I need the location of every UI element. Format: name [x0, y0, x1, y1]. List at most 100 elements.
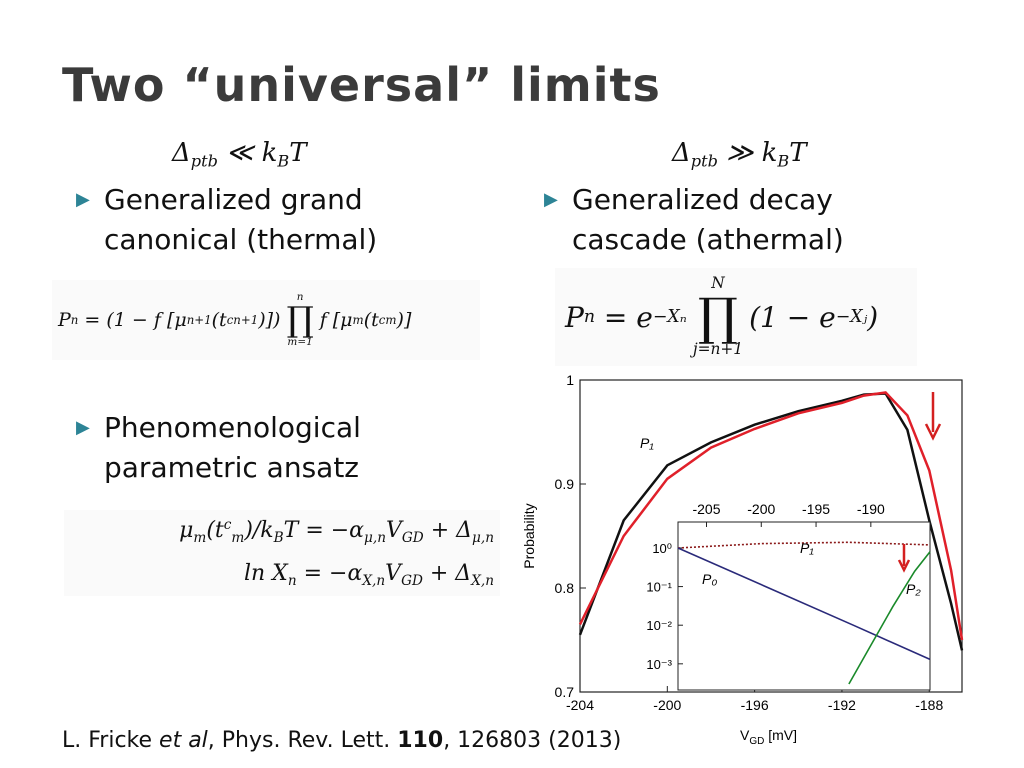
text-run: n — [70, 313, 79, 327]
curve — [578, 392, 964, 651]
text-run: (t — [211, 309, 227, 331]
condition: Δptb ≪ kBT — [172, 138, 307, 171]
text-run: ptb — [690, 151, 718, 171]
text-run: Δ — [672, 138, 691, 168]
text-run: + Δ — [422, 561, 472, 587]
inset-curve — [848, 551, 931, 685]
text-run: )]) — [258, 309, 281, 331]
text-run: μ — [179, 518, 194, 544]
text-run: GD — [401, 572, 423, 589]
text-run: X,n — [362, 572, 386, 589]
text-run: V — [385, 561, 402, 587]
bullet-text: Generalized decay cascade (athermal) — [572, 183, 844, 256]
text-run: (t — [206, 518, 224, 544]
text-run: P — [58, 309, 71, 331]
x-tick-label: -190 — [857, 501, 885, 517]
y-axis-label: Probability — [521, 503, 537, 568]
text-run: ≪ k — [217, 138, 278, 168]
condition: Δptb ≫ kBT — [672, 138, 807, 171]
text-run: V — [740, 727, 750, 743]
text-run: c — [223, 517, 232, 534]
text-run: n+1 — [186, 313, 212, 327]
x-axis-label: VGD [mV] — [740, 727, 797, 747]
text-run: T — [289, 138, 307, 168]
text-run: = −α — [296, 561, 363, 587]
text-run: , Phys. Rev. Lett. — [207, 728, 398, 753]
text-run: GD — [401, 530, 424, 547]
inset-curve — [677, 547, 931, 661]
text-run: T — [789, 138, 807, 168]
text-run: ptb — [190, 151, 218, 171]
bullet-text: Phenomenological parametric ansatz — [104, 411, 361, 484]
equation-block: μm(tcm)/kBT = −αμ,nVGD + Δμ,n ln Xn = −α… — [64, 510, 500, 596]
text-run: m — [231, 530, 245, 547]
text-run: n+1 — [233, 313, 259, 327]
text-run: V — [386, 518, 402, 544]
text-run: B — [277, 151, 290, 171]
arrow — [924, 392, 942, 441]
lower-limit: j=n+1 — [692, 340, 744, 359]
text-run: )/k — [244, 518, 274, 544]
text-run: B — [777, 151, 790, 171]
plot-frame — [579, 379, 963, 693]
x-tick-label: -204 — [566, 697, 594, 713]
text-run: L. Fricke — [62, 728, 160, 753]
text-run: = (1 − f [μ — [78, 309, 187, 331]
bullet-text: Generalized grand canonical (thermal) — [104, 183, 378, 256]
bullet-icon: ▶ — [76, 189, 90, 210]
text-run: GD — [749, 736, 764, 747]
text-run: −Xⱼ — [835, 307, 868, 327]
text-run: 110 — [397, 728, 444, 753]
text-run: (1 − e — [749, 300, 836, 334]
curve — [578, 391, 964, 641]
arrow — [897, 544, 911, 573]
slide-title: Two “universal” limits — [62, 58, 661, 112]
y-tick-label: 0.9 — [555, 476, 575, 492]
text-run: m — [193, 530, 207, 547]
text-run: μ,n — [364, 530, 387, 547]
text-run: f [μ — [319, 309, 353, 331]
text-run: [mV] — [764, 727, 797, 743]
bullet: ▶ Generalized grand canonical (thermal) — [76, 180, 434, 260]
upper-limit: n — [296, 291, 304, 304]
text-run: X,n — [471, 572, 494, 589]
bullet-icon: ▶ — [76, 417, 90, 438]
text-run: Two “universal” limits — [62, 58, 661, 112]
y-tick-label: 0.7 — [555, 684, 575, 700]
text-run: m — [385, 313, 397, 327]
y-tick-label: 10⁻² — [646, 618, 672, 633]
x-tick-label: -196 — [741, 697, 769, 713]
text-run: n — [287, 572, 297, 589]
operator: N ∏ j=n+1 — [692, 274, 744, 359]
bullet: ▶ Generalized decay cascade (athermal) — [544, 180, 902, 260]
text-run: T = −α — [283, 518, 365, 544]
y-tick-label: 1 — [566, 372, 574, 388]
text-run: B — [273, 530, 284, 547]
text-run: −Xₙ — [652, 307, 687, 327]
x-tick-label: -200 — [653, 697, 681, 713]
text-run: ≫ k — [717, 138, 778, 168]
text-run: μ,n — [472, 530, 494, 547]
x-tick-label: -205 — [692, 501, 720, 517]
bullet-icon: ▶ — [544, 189, 558, 210]
text-run: ) — [867, 300, 879, 334]
y-tick-label: 10⁻³ — [646, 657, 672, 672]
operator: n ∏ m=1 — [286, 291, 313, 348]
x-tick-label: -192 — [828, 697, 856, 713]
citation: L. Fricke et al, Phys. Rev. Lett. 110, 1… — [62, 728, 621, 753]
inset-frame — [677, 521, 931, 691]
x-tick-label: -195 — [802, 501, 830, 517]
text-run: c — [378, 313, 386, 327]
bullet: ▶ Phenomenological parametric ansatz — [76, 408, 434, 488]
product-symbol: ∏ — [697, 286, 739, 346]
inset-curve — [677, 541, 931, 549]
curve-label: P₁ — [800, 540, 814, 556]
text-run: + Δ — [423, 518, 473, 544]
text-run: , 126803 (2013) — [443, 728, 622, 753]
x-tick-label: -188 — [915, 697, 943, 713]
text-run: c — [226, 313, 234, 327]
upper-limit: N — [711, 274, 725, 293]
